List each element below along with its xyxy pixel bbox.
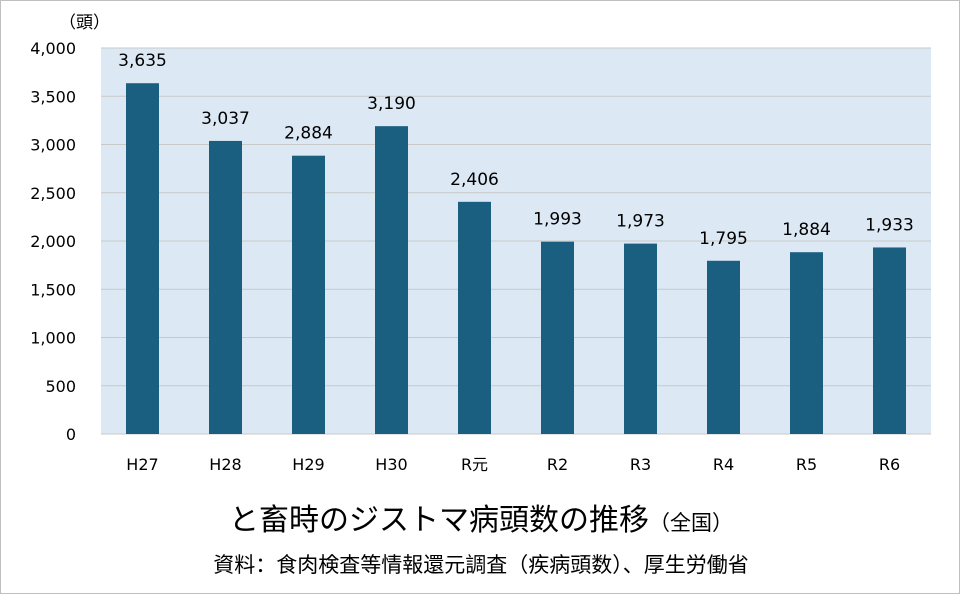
bar-R4 xyxy=(707,260,740,434)
x-tick-label: R6 xyxy=(879,455,900,474)
data-label: 1,795 xyxy=(699,229,748,249)
bar-R2 xyxy=(541,241,574,434)
data-label: 3,037 xyxy=(201,109,250,129)
data-label: 1,973 xyxy=(616,212,665,232)
bar-H27 xyxy=(126,83,159,434)
y-tick-label: 3,500 xyxy=(30,87,76,106)
y-tick-label: 0 xyxy=(66,425,76,444)
chart-source-note: 資料：食肉検査等情報還元調査（疾病頭数）、厚生労働省 xyxy=(213,553,749,577)
data-label: 1,993 xyxy=(533,210,582,230)
bar-H29 xyxy=(292,155,325,434)
bars xyxy=(126,83,906,434)
x-tick-label: R元 xyxy=(461,455,488,474)
data-labels: 3,635 3,037 2,884 3,190 2,406 1,993 1,973 1,795… xyxy=(118,51,914,249)
y-tick-label: 3,000 xyxy=(30,136,76,155)
y-tick-label: 1,000 xyxy=(30,329,76,348)
data-label: 3,190 xyxy=(367,94,416,114)
chart-title: と畜時のジストマ病頭数の推移（全国） xyxy=(1,495,960,539)
x-tick-label: H27 xyxy=(126,455,158,474)
y-tick-label: 1,500 xyxy=(30,280,76,299)
x-tick-label: R2 xyxy=(547,455,568,474)
chart-title-suffix: （全国） xyxy=(649,511,733,535)
bar-R3 xyxy=(624,243,657,434)
y-tick-label: 500 xyxy=(45,377,76,396)
x-tick-label: R3 xyxy=(630,455,651,474)
bar-chart: 3,635 3,037 2,884 3,190 2,406 1,993 1,973 1,795… xyxy=(30,13,931,474)
data-label: 2,884 xyxy=(284,124,333,144)
x-tick-label: R5 xyxy=(796,455,817,474)
x-tick-label: H29 xyxy=(292,455,324,474)
bar-H30 xyxy=(375,126,408,434)
bar-H28 xyxy=(209,140,242,434)
x-tick-label: H30 xyxy=(375,455,407,474)
y-tick-label: 2,500 xyxy=(30,184,76,203)
bar-R5 xyxy=(790,252,823,434)
y-axis-ticks: 0 500 1,000 1,500 2,000 2,500 3,000 3,500 4,000 xyxy=(30,39,76,444)
x-tick-label: R4 xyxy=(713,455,734,474)
y-tick-label: 2,000 xyxy=(30,232,76,251)
x-axis-ticks: H27 H28 H29 H30 R元 R2 R3 R4 R5 R6 xyxy=(126,455,900,474)
data-label: 1,884 xyxy=(782,220,831,240)
bar-R6 xyxy=(873,247,906,434)
y-tick-label: 4,000 xyxy=(30,39,76,58)
chart-title-main: と畜時のジストマ病頭数の推移 xyxy=(229,503,649,538)
bar-R元 xyxy=(458,201,491,434)
y-axis-unit-label: （頭） xyxy=(59,13,110,33)
data-label: 2,406 xyxy=(450,170,499,190)
data-label: 1,933 xyxy=(865,215,914,235)
x-tick-label: H28 xyxy=(209,455,241,474)
data-label: 3,635 xyxy=(118,51,167,71)
